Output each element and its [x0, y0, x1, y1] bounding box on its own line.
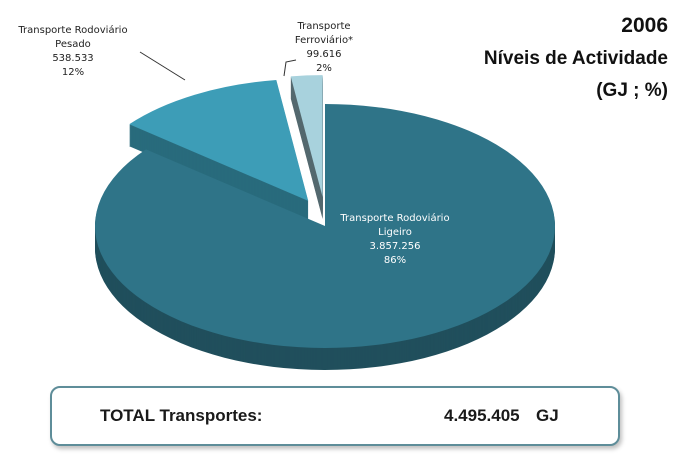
- category-label: Transporte Ferroviário*: [294, 21, 354, 46]
- value-label: 3.857.256: [369, 241, 421, 252]
- slice-label: Transporte Rodoviário Ligeiro 3.857.256 86…: [330, 212, 460, 268]
- chart-subtitle: Níveis de Actividade: [483, 48, 668, 69]
- chart-title: 2006: [621, 14, 668, 37]
- percentage-label: 2%: [316, 63, 332, 74]
- value-label: 538.533: [52, 53, 94, 64]
- total-label: TOTAL Transportes:: [100, 406, 263, 425]
- percentage-label: 86%: [383, 255, 407, 266]
- leader-line: [139, 51, 186, 81]
- leader-line: [283, 59, 297, 77]
- slice: [94, 104, 555, 348]
- slice-label: Transporte Rodoviário Pesado 538.533 12%: [8, 24, 138, 80]
- category-label: Transporte Rodoviário Ligeiro: [340, 213, 450, 238]
- slice: [290, 75, 323, 198]
- units-label: (GJ ; %): [596, 80, 668, 101]
- percentage-label: 12%: [61, 67, 85, 78]
- total-box: TOTAL Transportes: 4.495.405 GJ: [50, 386, 620, 446]
- slice-label: Transporte Ferroviário* 99.616 2%: [282, 20, 366, 76]
- slice: [129, 80, 309, 201]
- value-label: 99.616: [306, 49, 342, 60]
- category-label: Transporte Rodoviário Pesado: [18, 25, 128, 50]
- total-unit: GJ: [536, 406, 559, 425]
- total-value: 4.495.405: [444, 406, 520, 425]
